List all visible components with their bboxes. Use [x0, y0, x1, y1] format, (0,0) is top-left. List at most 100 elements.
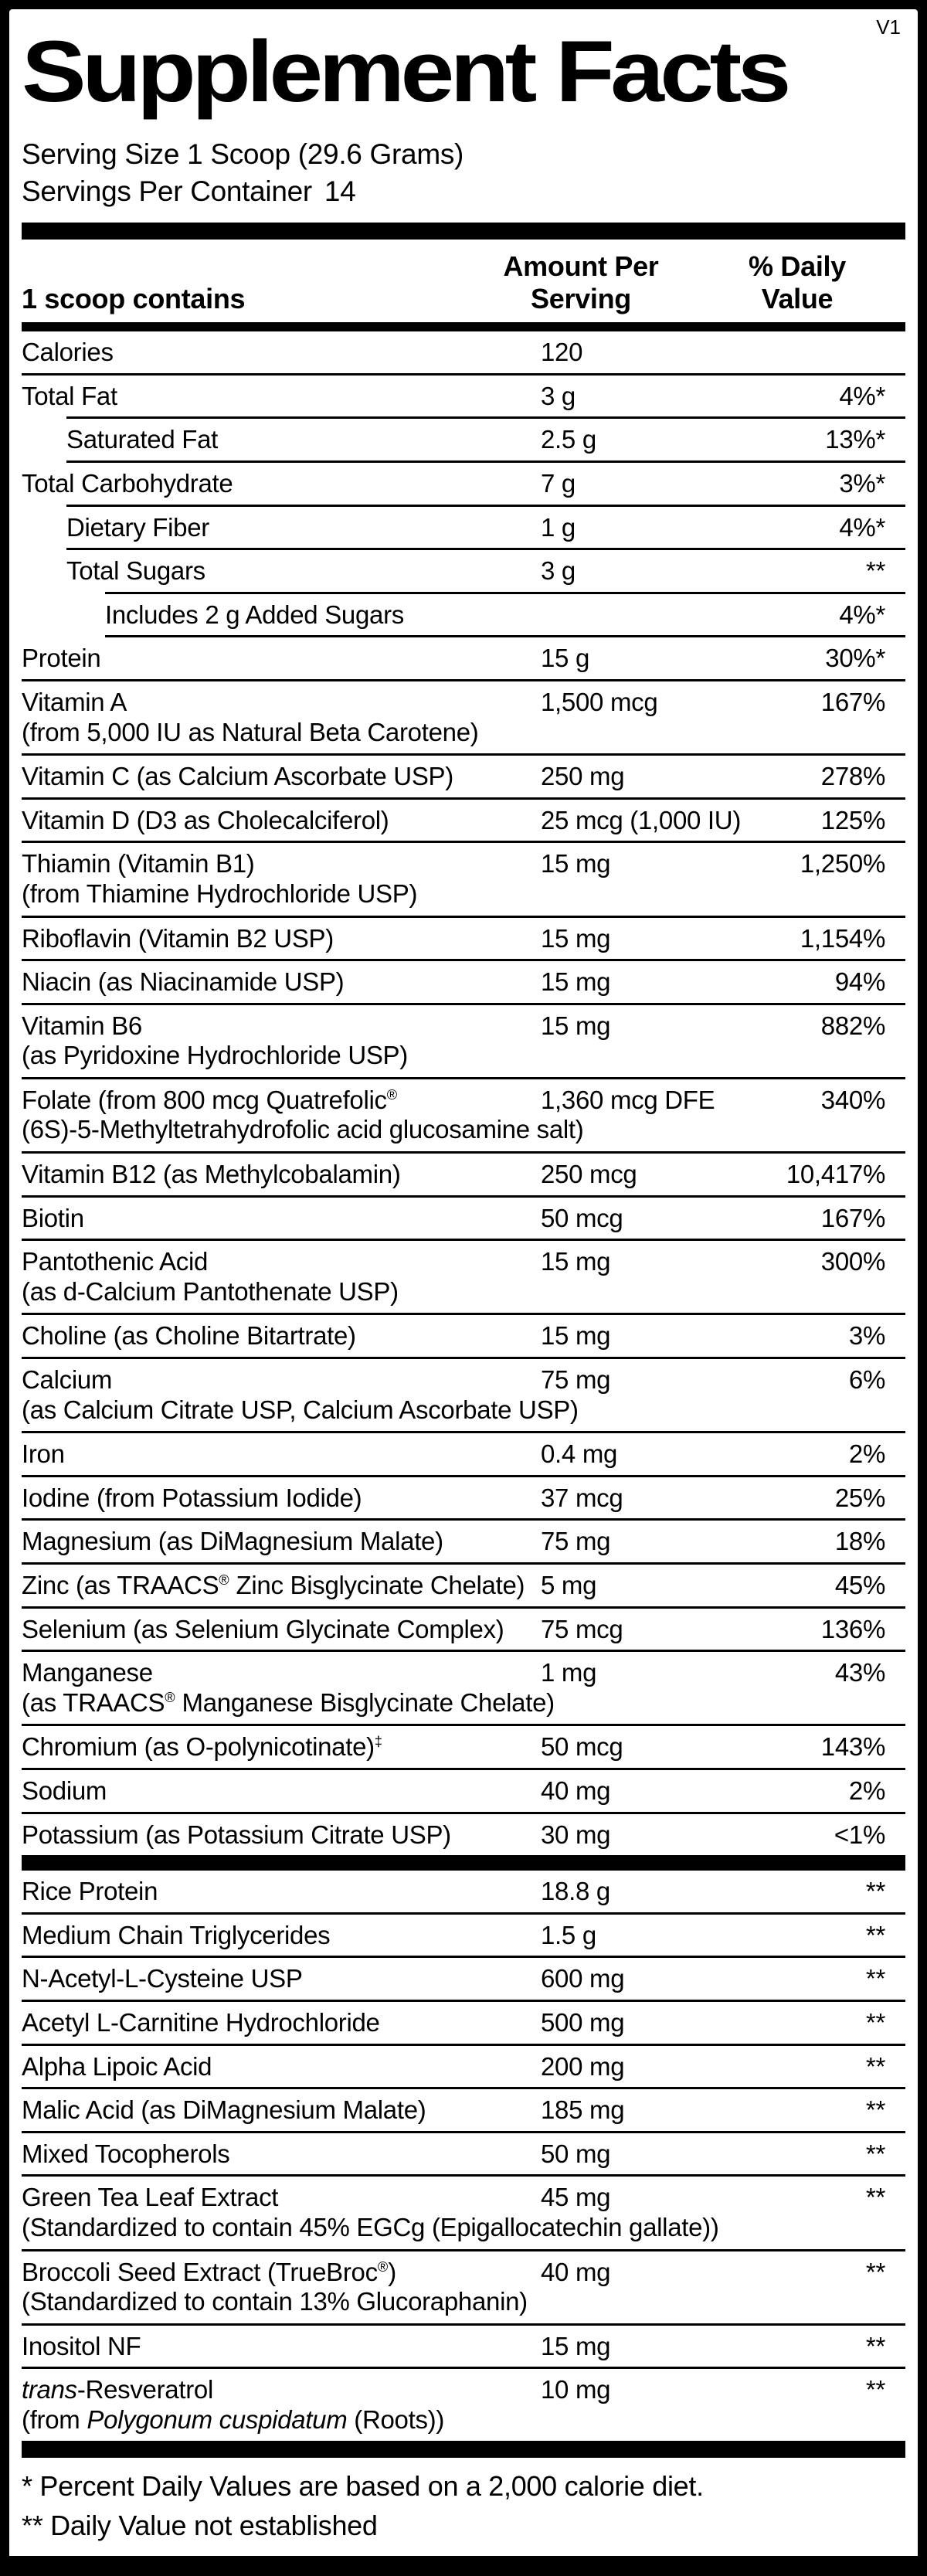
nutrient-amount: 1 g [541, 512, 576, 542]
section-divider-middle [22, 1855, 905, 1871]
nutrient-name: Magnesium (as DiMagnesium Malate) [22, 1527, 443, 1556]
row-divider [22, 1956, 905, 1959]
nutrient-name: Riboflavin (Vitamin B2 USP) [22, 923, 334, 953]
nutrient-daily-value: 43% [834, 1658, 885, 1687]
column-header-row: 1 scoop contains Amount Per Serving % Da… [22, 240, 905, 322]
nutrient-amount: 600 mg [541, 1964, 625, 1993]
nutrient-amount: 1 mg [541, 1658, 597, 1687]
nutrient-row: Sodium 40 mg 2% [22, 1770, 905, 1812]
row-divider [22, 2367, 905, 2370]
nutrient-daily-value: ** [865, 2095, 885, 2125]
nutrient-amount: 45 mg [541, 2183, 611, 2212]
nutrient-row: Green Tea Leaf Extract 45 mg ** (Standardiz… [22, 2177, 905, 2248]
nutrient-amount: 75 mg [541, 1365, 611, 1395]
nutrient-amount: 75 mg [541, 1527, 611, 1556]
row-divider [22, 2248, 905, 2251]
row-divider [22, 1912, 905, 1915]
nutrient-amount: 500 mg [541, 2007, 625, 2037]
nutrient-name: Malic Acid (as DiMagnesium Malate) [22, 2095, 426, 2125]
version-tag: V1 [876, 15, 901, 39]
nutrient-row: Iron 0.4 mg 2% [22, 1433, 905, 1475]
header-divider [22, 322, 905, 332]
nutrient-daily-value: ** [865, 2139, 885, 2168]
nutrient-row: Rice Protein 18.8 g ** [22, 1871, 905, 1912]
nutrient-row: Medium Chain Triglycerides 1.5 g ** [22, 1915, 905, 1956]
nutrient-row: Manganese 1 mg 43% (as TRAACS® Manganese Bi… [22, 1652, 905, 1724]
nutrient-name: Alpha Lipoic Acid [22, 2051, 212, 2081]
nutrient-row: Folate (from 800 mcg Quatrefolic® 1,360 m… [22, 1079, 905, 1151]
nutrient-name: Vitamin D (D3 as Cholecalciferol) [22, 805, 389, 834]
row-divider [22, 915, 905, 918]
nutrient-name: Total Fat [22, 381, 117, 410]
row-divider [22, 372, 905, 376]
nutrient-row: Vitamin B6 15 mg 882% (as Pyridoxine Hydroc… [22, 1005, 905, 1077]
nutrient-row: Alpha Lipoic Acid 200 mg ** [22, 2046, 905, 2088]
nutrient-daily-value: 300% [820, 1247, 886, 1276]
nutrient-amount: 40 mg [541, 1776, 611, 1805]
nutrient-name: Iron [22, 1439, 65, 1469]
nutrient-amount: 185 mg [541, 2095, 625, 2125]
nutrient-row: Riboflavin (Vitamin B2 USP) 15 mg 1,154% [22, 918, 905, 960]
nutrient-daily-value: 3% [848, 1321, 885, 1351]
row-divider [105, 591, 905, 594]
nutrient-daily-value: ** [865, 1920, 885, 1949]
row-divider [22, 797, 905, 800]
row-divider [22, 1002, 905, 1005]
nutrient-amount: 25 mcg (1,000 IU) [541, 805, 742, 834]
nutrient-daily-value: 125% [820, 805, 886, 834]
nutrient-daily-value: 2% [848, 1776, 885, 1805]
nutrient-amount: 15 mg [541, 923, 611, 953]
servings-per-container: Servings Per Container 14 [22, 173, 905, 210]
nutrient-daily-value: 1,154% [800, 923, 885, 953]
nutrient-daily-value: 278% [820, 762, 886, 791]
row-divider [22, 1076, 905, 1079]
nutrient-description: (as d-Calcium Pantothenate USP) [22, 1276, 399, 1306]
nutrient-row: Iodine (from Potassium Iodide) 37 mcg 25% [22, 1477, 905, 1519]
nutrient-name: Mixed Tocopherols [22, 2139, 230, 2168]
nutrient-row: Biotin 50 mcg 167% [22, 1198, 905, 1239]
nutrient-amount: 10 mg [541, 2375, 611, 2404]
column-header-amount: Amount Per Serving [503, 250, 659, 314]
nutrient-row: Malic Acid (as DiMagnesium Malate) 185 mg… [22, 2089, 905, 2131]
nutrient-row: Chromium (as O-polynicotinate)‡ 50 mcg 143… [22, 1726, 905, 1768]
section-divider-top [22, 223, 905, 240]
nutrient-amount: 250 mcg [541, 1160, 637, 1189]
nutrient-daily-value: 1,250% [800, 849, 885, 878]
row-divider [22, 1562, 905, 1565]
servings-per-container-value: 14 [324, 175, 356, 208]
servings-per-container-label: Servings Per Container [22, 175, 312, 208]
row-divider [22, 1151, 905, 1154]
nutrient-row: Acetyl L-Carnitine Hydrochloride 500 mg ** [22, 2002, 905, 2044]
nutrient-daily-value: 143% [820, 1732, 886, 1762]
row-divider [22, 1313, 905, 1316]
nutrient-daily-value: ** [865, 556, 885, 586]
row-divider [22, 678, 905, 681]
row-divider [22, 1767, 905, 1770]
nutrient-daily-value: 167% [820, 1203, 886, 1232]
nutrient-daily-value: <1% [834, 1820, 885, 1849]
nutrient-daily-value: ** [865, 2007, 885, 2037]
nutrient-name: Vitamin C (as Calcium Ascorbate USP) [22, 762, 453, 791]
nutrient-daily-value: 167% [820, 687, 886, 716]
nutrient-row: trans-Resveratrol 10 mg ** (from Polygonum … [22, 2369, 905, 2441]
nutrient-amount: 0.4 mg [541, 1439, 618, 1469]
nutrient-amount: 3 g [541, 381, 576, 410]
row-divider [22, 2323, 905, 2326]
nutrient-amount: 30 mg [541, 1820, 611, 1849]
nutrient-description: (as Calcium Citrate USP, Calcium Ascorba… [22, 1395, 579, 1424]
nutrient-row: Calcium 75 mg 6% (as Calcium Citrate USP, C… [22, 1359, 905, 1431]
nutrient-daily-value: 340% [820, 1085, 886, 1114]
nutrient-row: Inositol NF 15 mg ** [22, 2326, 905, 2367]
nutrient-daily-value: 10,417% [786, 1160, 885, 1189]
nutrient-amount: 15 mg [541, 967, 611, 997]
nutrient-amount: 75 mcg [541, 1614, 623, 1643]
nutrient-amount: 5 mg [541, 1571, 597, 1600]
row-divider [105, 635, 905, 638]
nutrient-name: Saturated Fat [66, 425, 219, 454]
nutrient-amount: 120 [541, 338, 583, 367]
nutrient-row: Thiamin (Vitamin B1) 15 mg 1,250% (from Thi… [22, 843, 905, 915]
nutrient-row: Protein 15 g 30%* [22, 637, 905, 679]
nutrient-amount: 3 g [541, 556, 576, 586]
nutrient-daily-value: 45% [834, 1571, 885, 1600]
